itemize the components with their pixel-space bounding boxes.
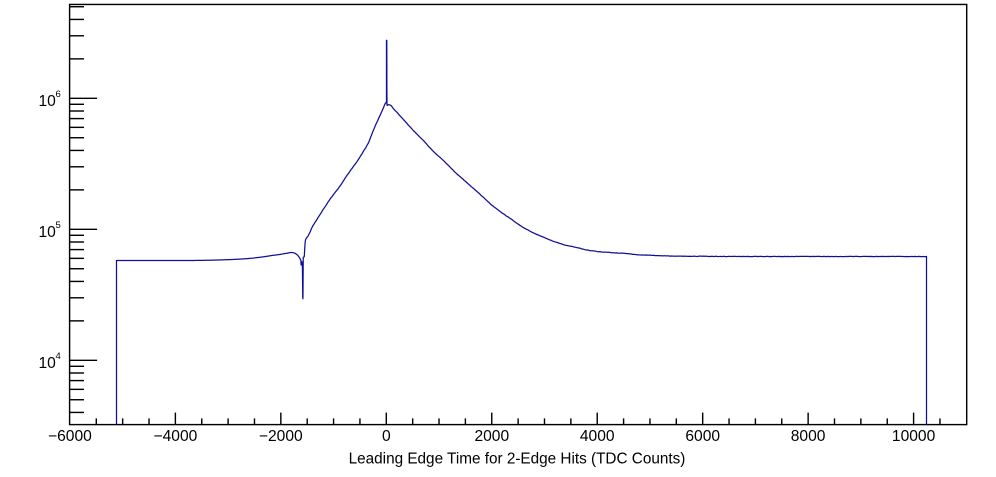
svg-text:−6000: −6000 [48, 428, 92, 445]
svg-text:10: 10 [38, 93, 56, 110]
svg-text:5: 5 [56, 220, 61, 231]
svg-text:6: 6 [56, 89, 61, 100]
svg-text:Leading Edge Time for 2-Edge H: Leading Edge Time for 2-Edge Hits (TDC C… [349, 451, 686, 468]
svg-text:10000: 10000 [892, 428, 936, 445]
svg-text:10: 10 [38, 224, 56, 241]
svg-text:−2000: −2000 [259, 428, 303, 445]
svg-text:10: 10 [38, 355, 56, 372]
svg-text:4000: 4000 [580, 428, 615, 445]
svg-text:2000: 2000 [474, 428, 509, 445]
svg-text:0: 0 [382, 428, 391, 445]
svg-text:−4000: −4000 [154, 428, 198, 445]
svg-text:8000: 8000 [791, 428, 826, 445]
svg-text:4: 4 [56, 351, 61, 362]
svg-text:6000: 6000 [685, 428, 720, 445]
